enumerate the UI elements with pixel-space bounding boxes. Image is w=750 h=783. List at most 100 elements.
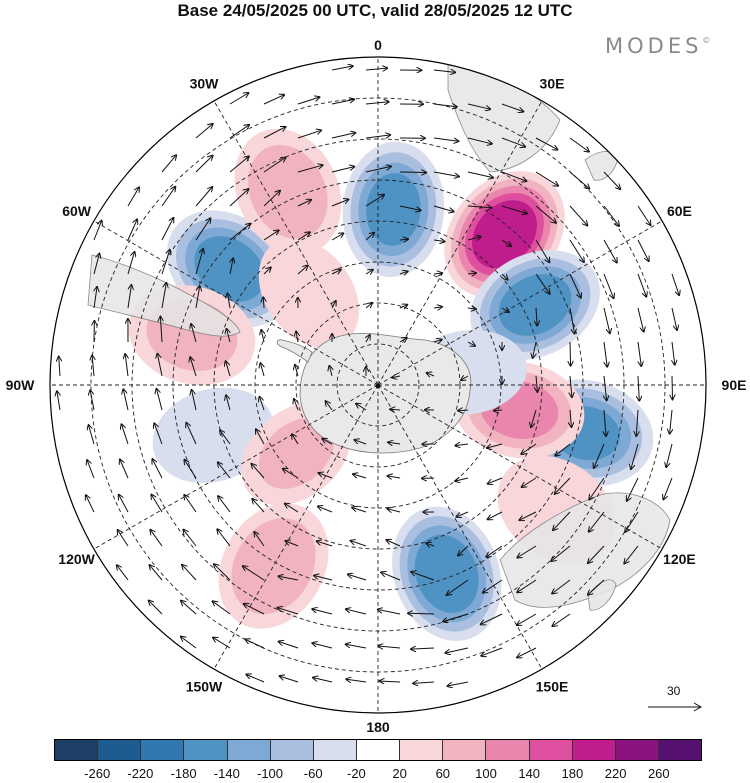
wind-vector xyxy=(283,469,299,479)
wind-vector xyxy=(637,307,644,332)
anomaly-center xyxy=(234,128,342,255)
wind-vector xyxy=(588,545,605,563)
wind-vector xyxy=(152,459,163,479)
wind-vector xyxy=(467,342,475,346)
wind-vector xyxy=(246,675,265,683)
wind-vector xyxy=(535,239,549,262)
wind-vector xyxy=(461,376,469,380)
wind-vector xyxy=(569,307,575,334)
wind-vector xyxy=(481,647,503,656)
wind-vector xyxy=(594,443,605,468)
wind-vector xyxy=(294,399,299,411)
wind-vector xyxy=(588,579,605,595)
colorbar-cell xyxy=(442,740,486,760)
wind-vector xyxy=(365,303,372,308)
meridian-line xyxy=(93,220,379,386)
longitude-label: 60E xyxy=(667,203,692,219)
wind-vector xyxy=(190,357,197,377)
wind-vector xyxy=(637,341,641,366)
wind-vector xyxy=(278,576,299,581)
wind-vector xyxy=(86,495,95,513)
meridian-line xyxy=(93,384,379,550)
colorbar-cell xyxy=(355,740,400,760)
wind-vector xyxy=(297,165,323,173)
wind-vector xyxy=(297,200,311,207)
wind-vector xyxy=(90,390,95,411)
wind-vector xyxy=(501,273,508,280)
wind-vector xyxy=(433,104,457,107)
wind-vector xyxy=(589,511,605,532)
wind-vector xyxy=(218,496,231,513)
wind-vector xyxy=(535,137,557,150)
latitude-circle xyxy=(295,302,461,468)
wind-vector xyxy=(218,462,231,479)
colorbar-tick-label: 60 xyxy=(435,766,451,781)
wind-vector xyxy=(59,357,60,377)
anomaly-center xyxy=(218,503,329,629)
wind-vector xyxy=(297,266,308,275)
colorbar-cell xyxy=(657,740,702,760)
wind-vector xyxy=(256,429,265,445)
wind-vector xyxy=(501,205,527,214)
wind-vector xyxy=(366,335,370,343)
wind-vector xyxy=(569,171,589,189)
longitude-label: 30W xyxy=(190,76,220,92)
longitude-label: 120W xyxy=(58,551,95,567)
wind-vector xyxy=(467,103,490,109)
wind-vector xyxy=(603,307,610,333)
wind-vector xyxy=(192,390,197,411)
wind-vector xyxy=(456,511,469,517)
meridian-line xyxy=(377,220,663,386)
wind-vector xyxy=(157,354,163,377)
wind-vector xyxy=(261,330,264,343)
wind-vector xyxy=(195,218,210,241)
wind-vector xyxy=(569,239,584,262)
wind-vector xyxy=(280,676,299,683)
wind-vector xyxy=(624,545,639,564)
wind-vector xyxy=(151,495,163,513)
wind-vector xyxy=(552,579,571,594)
wind-vector xyxy=(390,409,401,410)
colorbar-cell xyxy=(528,740,572,760)
wind-vector xyxy=(195,249,203,275)
wind-vector xyxy=(195,156,213,173)
wind-vector xyxy=(195,187,212,207)
wind-vector xyxy=(89,425,95,445)
wind-vector xyxy=(433,273,442,274)
wind-vector xyxy=(295,365,298,377)
wind-vector xyxy=(125,354,128,377)
wind-vector xyxy=(671,273,679,295)
wind-vector xyxy=(448,681,469,686)
wind-vector xyxy=(356,404,367,411)
reference-vector-label: 30 xyxy=(667,684,681,698)
wind-vector xyxy=(458,545,469,555)
wind-vector xyxy=(399,305,407,308)
wind-vector xyxy=(213,601,231,615)
wind-vector xyxy=(331,167,354,173)
wind-vector xyxy=(226,395,231,411)
wind-vector xyxy=(535,171,558,186)
wind-vector xyxy=(297,130,321,139)
wind-vector xyxy=(186,423,197,445)
wind-vector xyxy=(285,541,299,547)
wind-vector xyxy=(297,97,319,105)
wind-vector xyxy=(214,564,231,581)
wind-vector xyxy=(191,324,197,343)
wind-vector xyxy=(569,137,589,152)
wind-vector xyxy=(637,205,651,225)
wind-vector xyxy=(161,218,173,241)
wind-vector xyxy=(378,610,401,615)
wind-vector xyxy=(672,375,673,399)
wind-vector xyxy=(487,443,503,448)
wind-vector xyxy=(226,361,231,377)
wind-vector xyxy=(433,70,455,72)
wind-vector xyxy=(569,205,587,225)
wind-vector xyxy=(433,171,459,177)
wind-vector xyxy=(604,409,606,436)
wind-vector xyxy=(535,273,550,294)
wind-vector xyxy=(117,565,129,581)
wind-vector xyxy=(296,332,298,343)
wind-vector xyxy=(346,609,367,615)
wind-vector xyxy=(263,268,271,275)
wind-vector xyxy=(517,545,537,558)
